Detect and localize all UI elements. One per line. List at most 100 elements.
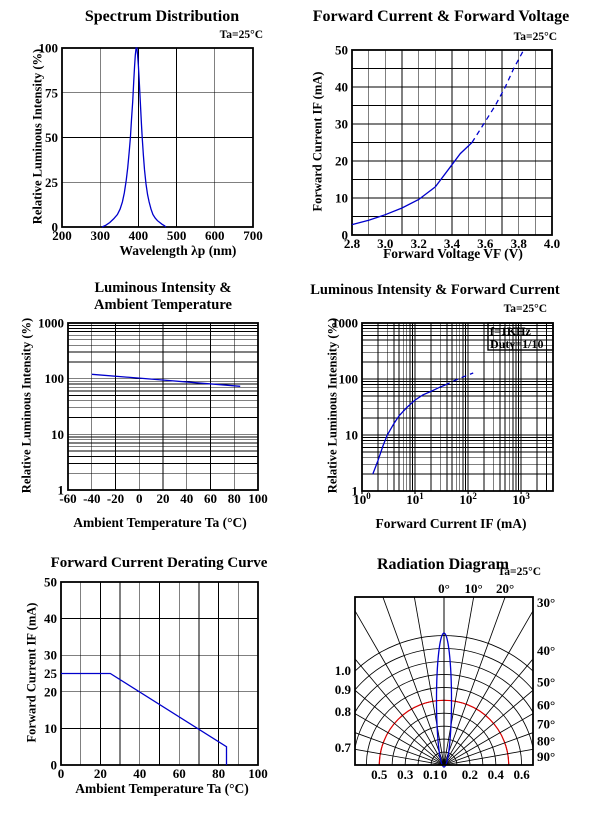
svg-text:100: 100: [248, 766, 268, 781]
svg-text:3.4: 3.4: [444, 236, 461, 251]
svg-text:0: 0: [342, 228, 349, 243]
chart-luminous-intensity-temperature: -60 -40 -20 0 20 40 60 80 100 1 10 100 1000 Luminous…: [0, 270, 300, 545]
svg-text:40: 40: [133, 766, 146, 781]
temperature-annotation: Ta=25°C: [513, 31, 557, 43]
x-axis-label: Ambient Temperature Ta (°C): [73, 515, 247, 530]
tick-labels: 2.8 3.0 3.2 3.4 3.6 3.8 4.0 0 10 20 30 40 50: [335, 43, 560, 252]
plot-grid: [352, 50, 552, 235]
x-axis-label: Ambient Temperature Ta (°C): [75, 781, 249, 796]
svg-text:500: 500: [167, 228, 187, 243]
svg-text:30: 30: [335, 117, 348, 132]
forward-current-derating-plot: 0 20 40 60 80 100 0 10 20 25 30 40 50: [44, 575, 268, 782]
svg-text:3.0: 3.0: [377, 236, 393, 251]
svg-text:80: 80: [212, 766, 225, 781]
svg-text:0: 0: [51, 758, 58, 773]
data-curve: [351, 142, 473, 226]
svg-text:50°: 50°: [537, 674, 555, 689]
svg-text:10: 10: [345, 428, 358, 443]
svg-text:0.2: 0.2: [462, 767, 478, 782]
duty-cycle-annotation: Duty=1/10: [490, 337, 544, 351]
svg-text:300: 300: [90, 228, 110, 243]
svg-text:75: 75: [45, 85, 59, 100]
data-curve: [91, 373, 241, 387]
svg-text:0.7: 0.7: [335, 740, 352, 755]
svg-text:50: 50: [45, 130, 58, 145]
radiation-beam-lobe: [435, 632, 453, 768]
svg-text:100: 100: [39, 41, 59, 56]
svg-text:40: 40: [335, 80, 348, 95]
y-axis-label: Relative Luminous Intensity (%): [19, 317, 34, 494]
svg-text:0°: 0°: [438, 581, 450, 596]
data-curve: [471, 49, 525, 143]
svg-text:100: 100: [45, 371, 65, 386]
tick-labels: 0 20 40 60 80 100 0 10 20 25 30 40 50: [44, 575, 268, 782]
svg-text:100: 100: [339, 372, 359, 387]
svg-text:25: 25: [45, 175, 59, 190]
svg-text:40: 40: [180, 491, 193, 506]
plot-border: [361, 322, 554, 492]
svg-text:10°: 10°: [464, 581, 482, 596]
svg-text:2.8: 2.8: [344, 236, 361, 251]
svg-text:0.8: 0.8: [335, 704, 352, 719]
plot-grid: [68, 323, 258, 490]
svg-text:50: 50: [335, 43, 348, 58]
svg-text:3.2: 3.2: [411, 236, 427, 251]
svg-text:20: 20: [44, 684, 57, 699]
svg-text:100: 100: [248, 491, 268, 506]
svg-text:200: 200: [52, 228, 72, 243]
chart-title: Spectrum Distribution: [84, 8, 240, 25]
svg-text:70°: 70°: [537, 717, 555, 732]
plot-grid: [362, 323, 553, 491]
y-axis-label: Relative Luminous Intensity (%): [325, 317, 340, 494]
x-axis-label: Wavelength λp (nm): [119, 243, 237, 258]
frequency-annotation: f=1KHz: [490, 324, 531, 338]
polar-grid: [355, 597, 533, 765]
svg-text:25: 25: [44, 666, 58, 681]
svg-text:0: 0: [52, 220, 59, 235]
svg-text:0.3: 0.3: [397, 767, 414, 782]
chart-spectrum-distribution: 200 300 400 500 600 700 0 25 50 75 100 Spectrum Di…: [0, 0, 300, 270]
svg-text:1: 1: [58, 483, 65, 498]
svg-text:0.4: 0.4: [488, 767, 505, 782]
tick-labels: -60 -40 -20 0 20 40 60 80 100 1 10 100 1000: [38, 316, 268, 507]
svg-text:0: 0: [441, 767, 448, 782]
svg-text:1.0: 1.0: [335, 663, 351, 678]
chart-title-line1: Luminous Intensity &: [94, 280, 232, 296]
svg-text:1000: 1000: [332, 316, 358, 331]
svg-text:40°: 40°: [537, 643, 555, 658]
x-axis-label: Forward Voltage VF (V): [383, 246, 523, 261]
svg-text:600: 600: [205, 228, 225, 243]
svg-text:60: 60: [204, 491, 217, 506]
spectrum-distribution-plot: 200 300 400 500 600 700 0 25 50 75 100: [39, 41, 263, 244]
svg-text:20°: 20°: [496, 581, 514, 596]
temperature-annotation: Ta=25°C: [497, 566, 541, 578]
chart-forward-current-derating: 0 20 40 60 80 100 0 10 20 25 30 40 50 Forward Curren…: [0, 545, 300, 817]
svg-text:30: 30: [44, 648, 57, 663]
svg-text:4.0: 4.0: [544, 236, 560, 251]
chart-luminous-intensity-current: 100 101 102 103 1 10 100 1000 Luminous Intensit…: [300, 270, 601, 545]
svg-text:0.6: 0.6: [513, 767, 530, 782]
svg-text:400: 400: [129, 228, 149, 243]
chart-radiation-diagram: 0° 10° 20° 30° 40° 50° 60° 70° 80° 90° 1.0 0.9 0.8 0.…: [300, 545, 601, 817]
tick-labels: 200 300 400 500 600 700 0 25 50 75 100: [39, 41, 263, 244]
radiation-diagram-plot: 0° 10° 20° 30° 40° 50° 60° 70°80°90° 1.0 0.9 0.8 0.…: [335, 581, 555, 782]
svg-text:-20: -20: [107, 491, 124, 506]
svg-text:10: 10: [44, 721, 57, 736]
svg-text:20: 20: [335, 154, 348, 169]
svg-text:90°: 90°: [537, 749, 555, 764]
polar-tick-labels: 0° 10° 20° 30° 40° 50° 60° 70°80°90° 1.0 0.9 0.8 0.…: [335, 581, 555, 782]
luminous-intensity-temperature-plot: -60 -40 -20 0 20 40 60 80 100 1 10 100 1000: [38, 316, 268, 507]
chart-title: Forward Current & Forward Voltage: [312, 8, 570, 25]
plot-border: [61, 47, 254, 228]
annotation-box: [487, 322, 554, 351]
chart-forward-current-voltage: 2.8 3.0 3.2 3.4 3.6 3.8 4.0 0 10 20 30 40 50 Forward…: [300, 0, 601, 270]
svg-text:80: 80: [228, 491, 241, 506]
svg-text:0: 0: [58, 766, 65, 781]
plot-border: [351, 49, 553, 236]
plot-border: [354, 596, 534, 766]
svg-text:0.9: 0.9: [335, 682, 352, 697]
svg-text:60: 60: [173, 766, 186, 781]
plot-border: [67, 322, 259, 491]
svg-text:0.1: 0.1: [423, 767, 439, 782]
